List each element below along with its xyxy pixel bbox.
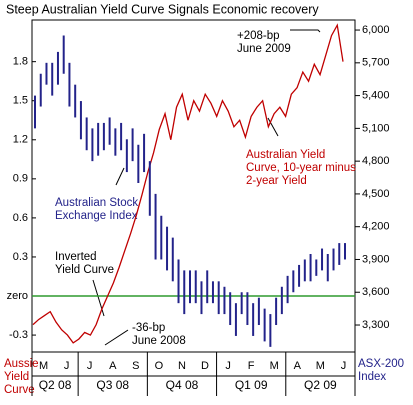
yield-line bbox=[32, 23, 344, 344]
x-tick-label: A bbox=[109, 360, 117, 372]
y-axis-label: Aussie Yield Curve bbox=[4, 358, 39, 396]
y-tick-label: 0.9 bbox=[13, 173, 28, 185]
y2-tick-label: 3,600 bbox=[362, 286, 390, 298]
y-tick-label: 1.8 bbox=[13, 56, 28, 68]
x-tick-label: J bbox=[87, 360, 93, 372]
y-tick-label: -0.3 bbox=[9, 329, 28, 341]
y2-tick-label: 3,900 bbox=[362, 253, 390, 265]
x-tick-label: M bbox=[39, 360, 48, 372]
y-tick-label: 0.6 bbox=[13, 212, 28, 224]
series-label: Australian Stock Exchange Index bbox=[55, 197, 138, 222]
quarter-label: Q4 08 bbox=[166, 378, 199, 392]
x-tick-label: J bbox=[225, 360, 231, 372]
x-tick-label: A bbox=[294, 360, 302, 372]
x-tick-label: J bbox=[64, 360, 70, 372]
x-tick-label: M bbox=[316, 360, 325, 372]
pointer bbox=[267, 117, 279, 137]
y2-axis-label: ASX-200 Index bbox=[358, 358, 404, 383]
chart-title: Steep Australian Yield Curve Signals Eco… bbox=[6, 2, 319, 16]
y2-tick-label: 4,800 bbox=[362, 155, 390, 167]
x-tick-label: F bbox=[248, 360, 255, 372]
y-tick-label: zero bbox=[7, 290, 28, 302]
y-tick-label: 1.2 bbox=[13, 134, 28, 146]
x-tick-label: N bbox=[178, 360, 186, 372]
series-label: Australian Yield Curve, 10-year minus 2-ye… bbox=[246, 149, 356, 187]
y2-tick-label: 4,500 bbox=[362, 188, 390, 200]
pointer bbox=[290, 29, 321, 33]
pointer bbox=[104, 329, 129, 346]
y2-tick-label: 5,400 bbox=[362, 90, 390, 102]
y-tick-label: 0.3 bbox=[13, 251, 28, 263]
quarter-label: Q3 08 bbox=[96, 378, 129, 392]
x-tick-label: J bbox=[341, 360, 347, 372]
y-tick-label: 1.5 bbox=[13, 95, 28, 107]
annotation: Inverted Yield Curve bbox=[55, 251, 114, 276]
x-tick-label: D bbox=[201, 360, 209, 372]
annotation: +208-bp June 2009 bbox=[237, 30, 291, 55]
quarter-label: Q2 09 bbox=[304, 378, 337, 392]
pointer bbox=[115, 167, 125, 186]
quarter-label: Q1 09 bbox=[235, 378, 268, 392]
x-tick-label: O bbox=[155, 360, 164, 372]
y2-tick-label: 5,700 bbox=[362, 57, 390, 69]
annotation: -36-bp June 2008 bbox=[132, 322, 186, 347]
x-tick-label: S bbox=[132, 360, 139, 372]
quarter-label: Q2 08 bbox=[39, 378, 72, 392]
y2-tick-label: 5,100 bbox=[362, 122, 390, 134]
x-tick-label: M bbox=[270, 360, 279, 372]
y2-tick-label: 3,300 bbox=[362, 319, 390, 331]
y2-tick-label: 4,200 bbox=[362, 221, 390, 233]
y2-tick-label: 6,000 bbox=[362, 24, 390, 36]
